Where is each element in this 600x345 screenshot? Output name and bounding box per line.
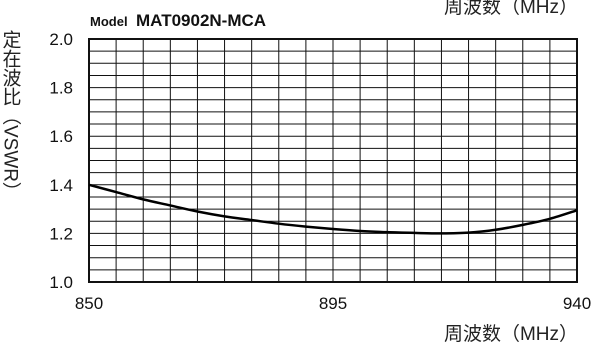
y-tick-label: 1.6 — [49, 127, 73, 146]
y-tick-label: 1.0 — [49, 273, 73, 292]
plot-frame — [88, 38, 578, 283]
x-tick-labels: 850 895 940 — [75, 294, 591, 313]
grid — [89, 39, 577, 282]
model-prefix: Model — [90, 14, 128, 29]
model-label: Model MAT0902N-MCA — [90, 11, 266, 30]
y-tick-label: 2.0 — [49, 30, 73, 49]
model-name: MAT0902N-MCA — [136, 11, 266, 30]
y-tick-label: 1.2 — [49, 224, 73, 243]
top-axis-label: 周波数（MHz） — [444, 0, 578, 18]
y-tick-label: 1.8 — [49, 79, 73, 98]
x-tick-label: 850 — [75, 294, 103, 313]
y-tick-label: 1.4 — [49, 176, 73, 195]
y-tick-labels: 1.0 1.2 1.4 1.6 1.8 2.0 — [49, 30, 73, 292]
x-tick-label: 940 — [563, 294, 591, 313]
x-tick-label: 895 — [319, 294, 347, 313]
y-axis-title: 定在波比（VSWR） — [0, 30, 21, 201]
vswr-series-line — [88, 183, 578, 235]
x-axis-title: 周波数（MHz） — [444, 323, 578, 345]
